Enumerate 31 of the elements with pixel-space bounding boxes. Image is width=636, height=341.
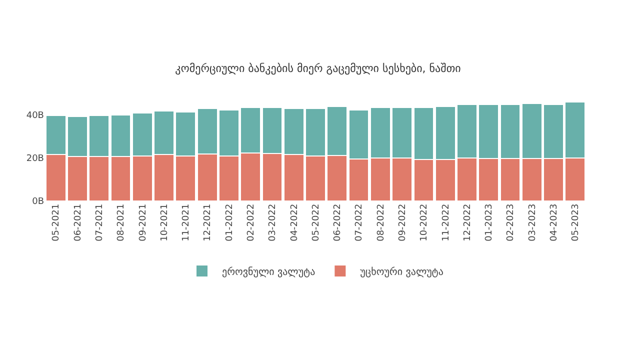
x-tick-label: 10-2021 [160, 204, 170, 242]
x-tick-label: 09-2022 [398, 204, 408, 242]
x-tick-label: 04-2022 [290, 204, 300, 242]
x-tick-label: 05-2021 [52, 204, 62, 242]
x-tick-label: 03-2023 [528, 204, 538, 242]
x-tick-label: 08-2022 [376, 204, 386, 242]
x-tick-label: 08-2021 [116, 204, 127, 242]
x-tick-label: 07-2021 [95, 204, 106, 242]
x-tick-label: 11-2021 [182, 204, 192, 242]
x-tick-label: 07-2022 [354, 204, 365, 242]
x-tick-label: 02-2022 [246, 204, 257, 242]
x-tick-label: 09-2021 [138, 204, 148, 242]
x-tick-label: 06-2022 [333, 204, 344, 242]
x-tick-label: 12-2021 [203, 204, 214, 242]
x-tick-label: 06-2021 [73, 204, 84, 242]
x-tick-label: 03-2022 [268, 204, 278, 242]
x-tick-label: 01-2022 [224, 204, 235, 242]
chart-title: კომერციული ბანკების მიერ გაცემული სესხები, ნაშთი [175, 62, 462, 76]
x-tick-label: 05-2023 [571, 204, 582, 242]
x-tick-label: 10-2022 [420, 204, 430, 242]
x-tick-label: 05-2022 [311, 204, 322, 242]
legend-label: უცხოური ვალუტა [360, 266, 444, 278]
x-tick-label: 04-2023 [549, 204, 560, 242]
y-tick-label: 20B [26, 154, 44, 164]
x-tick-label: 01-2023 [484, 204, 495, 242]
x-tick-label: 02-2023 [506, 204, 516, 242]
legend-label: ეროვნული ვალუტა [222, 266, 316, 278]
y-tick-label: 40B [26, 111, 44, 122]
x-tick-label: 11-2022 [441, 204, 452, 242]
x-tick-label: 12-2022 [462, 204, 473, 242]
y-tick-label: 0B [32, 197, 44, 208]
